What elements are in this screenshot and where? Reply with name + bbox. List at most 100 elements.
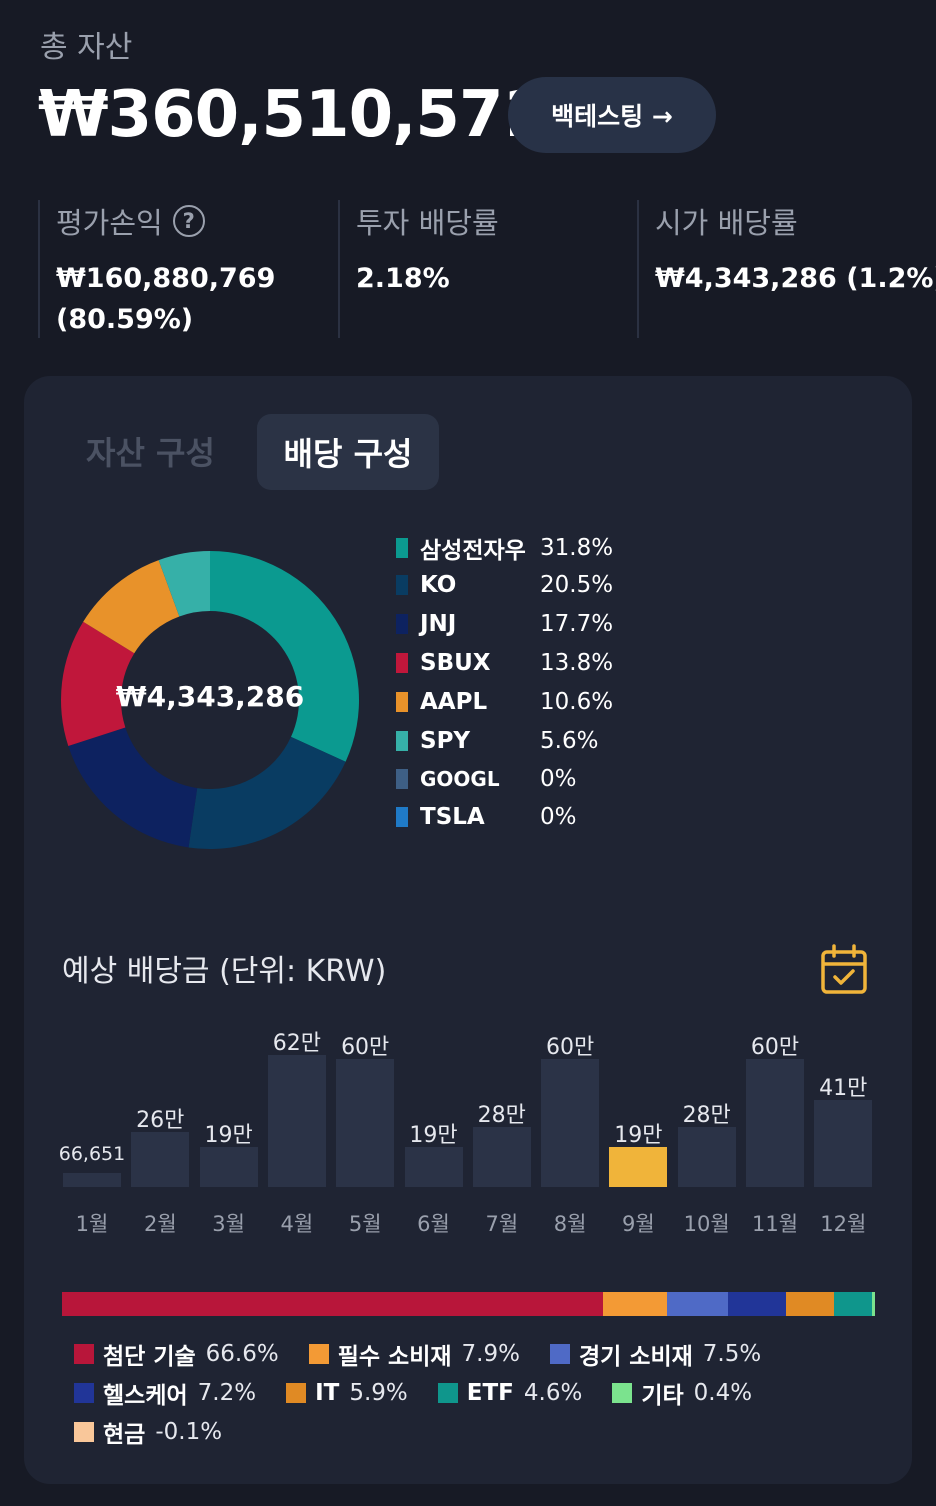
sector-stacked-bar bbox=[62, 1292, 875, 1316]
sector-name: ETF bbox=[466, 1379, 514, 1406]
legend-name: KO bbox=[420, 572, 457, 598]
legend-percent: 17.7% bbox=[540, 611, 614, 637]
stat-unrealized-pnl: 평가손익? ₩160,880,769 (80.59%) bbox=[38, 200, 338, 338]
legend-swatch bbox=[549, 1343, 570, 1364]
sector-segment-IT[interactable] bbox=[786, 1292, 835, 1316]
bar-data-label: 62만 bbox=[272, 1031, 321, 1056]
legend-swatch bbox=[308, 1343, 329, 1364]
donut-legend-item: AAPL 10.6% bbox=[396, 687, 613, 717]
month-tick-label: 3월 bbox=[212, 1212, 245, 1236]
legend-swatch bbox=[396, 575, 408, 595]
sector-legend-item: 필수 소비재 7.9% bbox=[308, 1337, 520, 1371]
sector-percent: 4.6% bbox=[523, 1379, 583, 1406]
legend-name: GOOGL bbox=[420, 767, 500, 791]
stat-value: 2.18% bbox=[356, 263, 450, 294]
total-assets-label: 총 자산 bbox=[40, 30, 133, 65]
sector-name: 현금 bbox=[103, 1421, 146, 1448]
bar-data-label: 19만 bbox=[614, 1122, 663, 1148]
donut-slice-KO[interactable] bbox=[188, 736, 346, 849]
bar-10월[interactable] bbox=[677, 1127, 736, 1187]
month-tick-label: 8월 bbox=[553, 1212, 587, 1236]
legend-name: SPY bbox=[420, 728, 471, 754]
tab-asset-composition[interactable]: 자산 구성 bbox=[86, 434, 215, 472]
bar-data-label: 19만 bbox=[204, 1122, 253, 1148]
legend-percent: 5.6% bbox=[540, 728, 599, 754]
legend-swatch bbox=[396, 614, 408, 634]
month-tick-label: 7월 bbox=[485, 1212, 519, 1236]
bar-5월[interactable] bbox=[336, 1059, 395, 1187]
bar-data-label: 19만 bbox=[409, 1122, 458, 1148]
month-tick-label: 9월 bbox=[622, 1212, 655, 1236]
month-tick-label: 10월 bbox=[683, 1212, 730, 1236]
legend-swatch bbox=[286, 1382, 307, 1403]
legend-swatch bbox=[437, 1382, 458, 1403]
month-tick-label: 6월 bbox=[417, 1212, 450, 1236]
sector-percent: 5.9% bbox=[349, 1379, 408, 1406]
bar-data-label: 60만 bbox=[341, 1035, 390, 1061]
bar-data-label: 28만 bbox=[682, 1103, 731, 1129]
sector-percent: 7.5% bbox=[702, 1340, 762, 1367]
sector-segment-헬스케어[interactable] bbox=[727, 1292, 787, 1316]
donut-slice-JNJ[interactable] bbox=[68, 727, 198, 848]
tab-dividend-composition[interactable]: 배당 구성 bbox=[257, 414, 439, 490]
question-circle-icon[interactable]: ? bbox=[172, 205, 205, 237]
donut-legend-item: KO 20.5% bbox=[396, 570, 613, 600]
donut-slice-AAPL[interactable] bbox=[83, 560, 180, 654]
sector-legend-row: 현금 -0.1% bbox=[74, 1412, 874, 1451]
bar-data-label: 26만 bbox=[136, 1107, 185, 1133]
sector-segment-필수 소비재[interactable] bbox=[602, 1292, 668, 1316]
sector-percent: -0.1% bbox=[155, 1418, 223, 1445]
legend-name: TSLA bbox=[420, 804, 485, 830]
sector-segment-첨단 기술[interactable] bbox=[62, 1292, 603, 1316]
legend-name: 삼성전자우 bbox=[420, 538, 526, 564]
sector-legend-item: ETF 4.6% bbox=[437, 1379, 583, 1406]
bar-data-label: 60만 bbox=[545, 1035, 595, 1061]
bar-1월[interactable] bbox=[63, 1172, 121, 1187]
stat-label: 시가 배당률 bbox=[655, 206, 798, 240]
sector-name: 첨단 기술 bbox=[103, 1343, 196, 1370]
stat-label: 평가손익 bbox=[56, 206, 163, 240]
bar-4월[interactable] bbox=[267, 1055, 326, 1187]
donut-legend-item: 삼성전자우 31.8% bbox=[396, 533, 613, 564]
total-assets-value: ₩360,510,571 bbox=[38, 78, 547, 152]
sector-name: 필수 소비재 bbox=[337, 1343, 452, 1370]
bar-8월[interactable] bbox=[541, 1059, 600, 1187]
bar-7월[interactable] bbox=[472, 1127, 531, 1187]
month-tick-label: 1월 bbox=[75, 1212, 109, 1236]
donut-slice-삼성전자우[interactable] bbox=[210, 551, 360, 762]
stat-value: ₩4,343,286 (1.2%) bbox=[655, 263, 936, 294]
sector-segment-기타[interactable] bbox=[871, 1292, 875, 1316]
donut-legend-item: JNJ 17.7% bbox=[396, 609, 613, 639]
donut-slice-SPY[interactable] bbox=[158, 551, 210, 617]
sector-legend-item: 헬스케어 7.2% bbox=[74, 1376, 256, 1410]
donut-center-value: ₩4,343,286 bbox=[115, 680, 305, 713]
backtest-button[interactable]: 백테스팅 → bbox=[508, 77, 716, 153]
legend-percent: 10.6% bbox=[540, 689, 614, 715]
bar-11월[interactable] bbox=[746, 1059, 804, 1187]
month-tick-label: 11월 bbox=[751, 1212, 799, 1236]
legend-swatch bbox=[396, 692, 408, 712]
sector-name: 헬스케어 bbox=[103, 1382, 188, 1409]
stat-value: ₩160,880,769 bbox=[56, 263, 276, 294]
bar-9월[interactable] bbox=[609, 1146, 668, 1187]
sector-segment-ETF[interactable] bbox=[834, 1292, 872, 1316]
stat-label: 투자 배당률 bbox=[356, 206, 499, 240]
sector-name: 경기 소비재 bbox=[578, 1343, 693, 1370]
donut-slice-SBUX[interactable] bbox=[60, 621, 135, 747]
legend-name: AAPL bbox=[420, 689, 488, 715]
bar-data-label: 60만 bbox=[750, 1035, 800, 1061]
bar-3월[interactable] bbox=[199, 1146, 258, 1187]
calendar-check-icon[interactable] bbox=[820, 944, 868, 996]
legend-swatch bbox=[396, 731, 408, 751]
legend-swatch bbox=[396, 807, 408, 827]
bar-2월[interactable] bbox=[131, 1131, 190, 1187]
bar-12월[interactable] bbox=[814, 1099, 873, 1187]
legend-percent: 13.8% bbox=[540, 650, 614, 676]
stat-market-yield: 시가 배당률 ₩4,343,286 (1.2%) bbox=[637, 200, 936, 338]
bar-data-label: 41만 bbox=[819, 1075, 868, 1101]
sector-percent: 0.4% bbox=[693, 1379, 753, 1406]
sector-segment-경기 소비재[interactable] bbox=[667, 1292, 728, 1316]
bar-6월[interactable] bbox=[404, 1146, 463, 1187]
dividend-donut-chart bbox=[60, 551, 360, 849]
month-tick-label: 5월 bbox=[348, 1212, 382, 1236]
